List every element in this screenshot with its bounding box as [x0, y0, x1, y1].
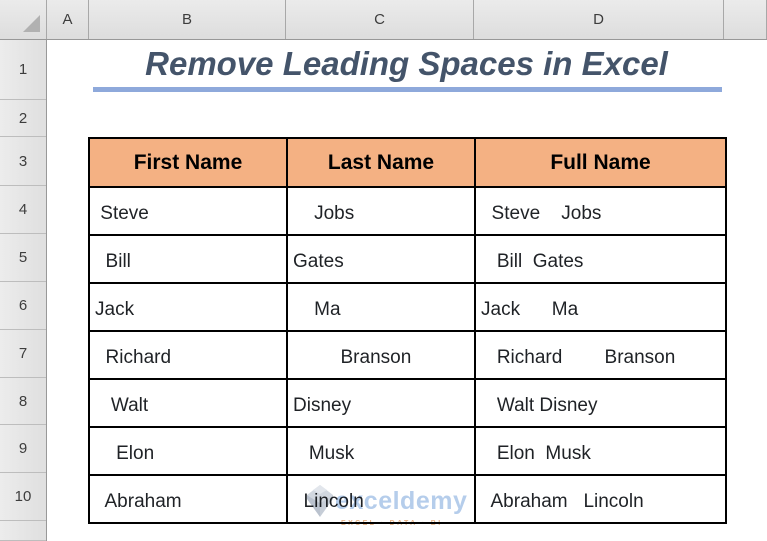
- select-all-icon: [23, 15, 40, 32]
- cell-b7[interactable]: Richard: [88, 330, 288, 380]
- cell-d7[interactable]: Richard Branson: [474, 330, 727, 380]
- cell-d10[interactable]: Abraham Lincoln: [474, 474, 727, 524]
- cell-c9[interactable]: Musk: [286, 426, 476, 476]
- table-row: Steve Jobs Steve Jobs: [88, 186, 727, 236]
- row-header-5[interactable]: 5: [0, 234, 46, 282]
- cell-d5[interactable]: Bill Gates: [474, 234, 727, 284]
- row-header-strip: 1 2 3 4 5 6 7 8 9 10: [0, 40, 47, 541]
- column-header-d[interactable]: D: [474, 0, 724, 39]
- cell-c4[interactable]: Jobs: [286, 186, 476, 236]
- row-header-2[interactable]: 2: [0, 100, 46, 137]
- row-header-6[interactable]: 6: [0, 282, 46, 330]
- header-first-name[interactable]: First Name: [88, 137, 288, 188]
- cell-c7[interactable]: Branson: [286, 330, 476, 380]
- column-header-a[interactable]: A: [47, 0, 89, 39]
- table-header-row: First Name Last Name Full Name: [88, 137, 727, 188]
- cell-b4[interactable]: Steve: [88, 186, 288, 236]
- row-header-3[interactable]: 3: [0, 137, 46, 186]
- cell-d9[interactable]: Elon Musk: [474, 426, 727, 476]
- cell-b10[interactable]: Abraham: [88, 474, 288, 524]
- cell-d8[interactable]: Walt Disney: [474, 378, 727, 428]
- column-header-b[interactable]: B: [89, 0, 286, 39]
- column-header-c[interactable]: C: [286, 0, 474, 39]
- row-header-9[interactable]: 9: [0, 425, 46, 473]
- cell-c5[interactable]: Gates: [286, 234, 476, 284]
- row-header-8[interactable]: 8: [0, 378, 46, 425]
- cell-b6[interactable]: Jack: [88, 282, 288, 332]
- cell-c8[interactable]: Disney: [286, 378, 476, 428]
- table-row: Bill Gates Bill Gates: [88, 234, 727, 284]
- table-row: Walt Disney Walt Disney: [88, 378, 727, 428]
- row-header-10[interactable]: 10: [0, 473, 46, 521]
- row-header-1[interactable]: 1: [0, 40, 46, 100]
- row-header-11-partial[interactable]: [0, 521, 46, 541]
- header-full-name[interactable]: Full Name: [474, 137, 727, 188]
- row-header-7[interactable]: 7: [0, 330, 46, 378]
- table-row: Abraham Lincoln Abraham Lincoln: [88, 474, 727, 524]
- title-underline: [93, 87, 722, 92]
- column-header-e-partial[interactable]: [724, 0, 767, 39]
- row-header-4[interactable]: 4: [0, 186, 46, 234]
- table-row: Elon Musk Elon Musk: [88, 426, 727, 476]
- table-row: Jack Ma Jack Ma: [88, 282, 727, 332]
- cell-c6[interactable]: Ma: [286, 282, 476, 332]
- cell-b8[interactable]: Walt: [88, 378, 288, 428]
- cell-c10[interactable]: Lincoln: [286, 474, 476, 524]
- table-row: Richard Branson Richard Branson: [88, 330, 727, 380]
- select-all-corner[interactable]: [0, 0, 47, 39]
- page-title[interactable]: Remove Leading Spaces in Excel: [145, 45, 668, 82]
- cell-b9[interactable]: Elon: [88, 426, 288, 476]
- cell-b5[interactable]: Bill: [88, 234, 288, 284]
- header-last-name[interactable]: Last Name: [286, 137, 476, 188]
- cell-d6[interactable]: Jack Ma: [474, 282, 727, 332]
- cell-d4[interactable]: Steve Jobs: [474, 186, 727, 236]
- column-header-strip: A B C D: [0, 0, 767, 40]
- names-table: First Name Last Name Full Name Steve Job…: [88, 137, 727, 524]
